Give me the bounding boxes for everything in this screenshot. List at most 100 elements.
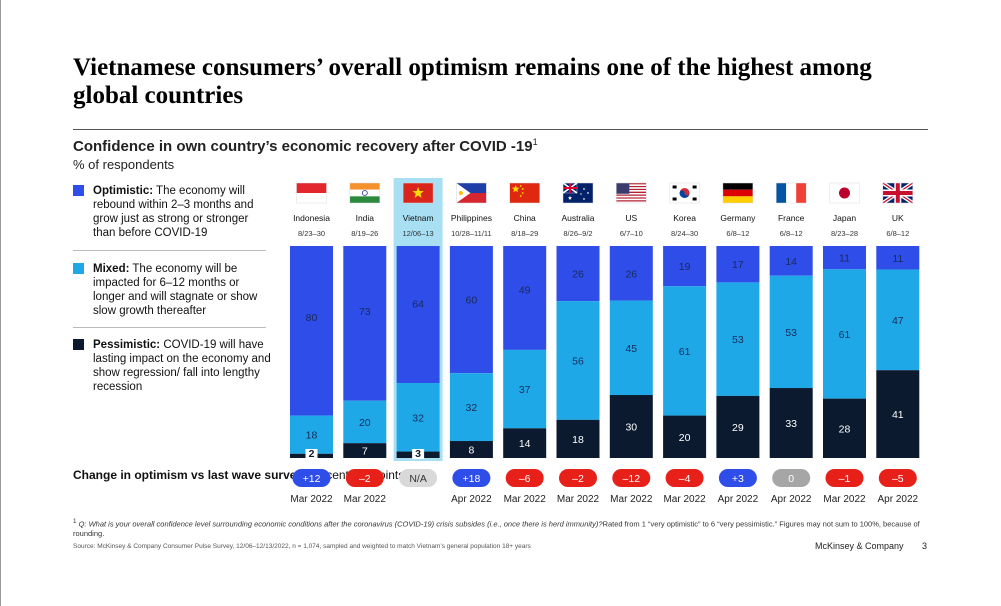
value-label-optimistic-vietnam: 64 <box>412 299 424 311</box>
bar-pessimistic-us <box>609 395 653 458</box>
date-label-us: 6/7–10 <box>620 229 643 238</box>
flag-part <box>722 189 753 197</box>
value-label-mixed-indonesia: 18 <box>306 430 318 442</box>
bar-mixed-australia <box>556 301 600 420</box>
flag-korea-icon <box>669 182 700 204</box>
change-value-us: –12 <box>623 473 641 485</box>
flag-border <box>349 182 381 204</box>
legend-optimistic: Optimistic: The economy will rebound wit… <box>73 184 273 240</box>
legend-swatch-mixed <box>73 263 84 274</box>
last-wave-label-us: Mar 2022 <box>610 494 653 505</box>
value-label-pessimistic-philippines: 8 <box>468 445 474 457</box>
flag-australia-icon <box>562 182 594 204</box>
country-label-australia: Australia <box>561 213 594 223</box>
change-value-india: –2 <box>359 473 371 485</box>
country-label-us: US <box>625 213 637 223</box>
legend-text-mixed: Mixed: The economy will be impacted for … <box>93 262 273 318</box>
date-label-korea: 8/24–30 <box>671 229 698 238</box>
flag-part <box>458 191 463 195</box>
value-label-pessimistic-japan: 28 <box>839 423 851 435</box>
footnote-notes: Rated from 1 “very optimistic” to 6 “ver… <box>73 519 920 538</box>
value-label-mixed-philippines: 32 <box>466 402 478 414</box>
last-wave-label-india: Mar 2022 <box>344 494 387 505</box>
date-label-china: 8/18–29 <box>511 229 538 238</box>
bar-optimistic-us <box>609 246 653 301</box>
flag-part <box>519 185 522 187</box>
legend-pessimistic: Pessimistic: COVID-19 will have lasting … <box>73 338 273 394</box>
value-label-mixed-france: 53 <box>785 327 797 339</box>
bar-mixed-france <box>769 275 813 389</box>
bar-optimistic-korea <box>663 246 707 287</box>
value-label-mixed-india: 20 <box>359 417 371 429</box>
bar-mixed-uk <box>876 269 920 371</box>
flag-border <box>402 182 434 204</box>
legend-divider <box>73 250 266 251</box>
value-label-pessimistic-germany: 29 <box>732 422 744 434</box>
flag-border <box>722 182 754 204</box>
bar-optimistic-australia <box>556 246 600 302</box>
value-label-pessimistic-france: 33 <box>785 418 797 430</box>
date-label-australia: 8/26–9/2 <box>563 229 592 238</box>
flag-part <box>616 197 647 199</box>
flag-part <box>412 187 424 198</box>
source-note: Source: McKinsey & Company Consumer Puls… <box>73 543 531 550</box>
flag-part <box>511 185 520 193</box>
country-label-uk: UK <box>892 213 904 223</box>
flag-vietnam-icon <box>402 182 434 204</box>
change-badge-uk <box>878 469 917 487</box>
change-badge-france <box>772 469 811 487</box>
flag-part <box>672 197 677 201</box>
change-badge-philippines <box>452 469 491 487</box>
change-label-bold: Change in optimism vs last wave survey, <box>73 468 306 482</box>
flag-part <box>616 183 630 194</box>
last-wave-label-japan: Mar 2022 <box>823 494 866 505</box>
value-label-optimistic-us: 26 <box>625 268 637 280</box>
bar-mixed-us <box>609 300 653 396</box>
flag-part <box>509 183 540 203</box>
bar-pessimistic-philippines <box>449 441 493 458</box>
legend-desc-optimistic: The economy will rebound within 2–3 mont… <box>93 185 254 239</box>
change-badge-indonesia <box>292 469 331 487</box>
bar-pessimistic-germany <box>716 395 760 458</box>
value-label-pessimistic-uk: 41 <box>892 409 904 421</box>
flag-china-icon <box>509 182 540 204</box>
change-value-uk: –5 <box>892 473 904 485</box>
page-title: Vietnamese consumers’ overall optimism r… <box>73 54 872 109</box>
legend-desc-pessimistic: COVID-19 will have lasting impact on the… <box>93 339 271 393</box>
subtitle-footnote-marker: 1 <box>532 137 538 147</box>
bar-optimistic-india <box>343 246 387 401</box>
value-label-mixed-australia: 56 <box>572 355 584 367</box>
flag-part <box>456 183 487 193</box>
legend-mixed: Mixed: The economy will be impacted for … <box>73 262 273 318</box>
value-label-bg-indonesia <box>305 449 318 459</box>
bar-pessimistic-australia <box>556 419 600 458</box>
bar-mixed-philippines <box>449 373 493 442</box>
value-label-mixed-china: 37 <box>519 384 531 396</box>
bar-optimistic-germany <box>716 246 760 283</box>
flag-part <box>519 195 522 197</box>
last-wave-label-australia: Mar 2022 <box>557 494 600 505</box>
value-label-bg-vietnam <box>412 449 425 459</box>
bar-pessimistic-korea <box>663 415 707 458</box>
bar-mixed-china <box>503 349 547 429</box>
flag-border <box>775 182 807 204</box>
flag-part <box>616 195 647 198</box>
bar-pessimistic-uk <box>876 370 920 458</box>
bar-optimistic-vietnam <box>396 246 440 384</box>
value-label-mixed-us: 45 <box>625 343 637 355</box>
country-label-france: France <box>778 213 805 223</box>
flag-part <box>616 200 647 202</box>
last-wave-label-korea: Mar 2022 <box>663 494 706 505</box>
bar-optimistic-france <box>769 246 813 276</box>
chart-subtitle-text: Confidence in own country’s economic rec… <box>73 138 533 155</box>
flag-part <box>579 192 583 195</box>
frame-border <box>0 0 1 606</box>
change-badge-germany <box>718 469 757 487</box>
flag-border <box>296 182 327 204</box>
legend-name-optimistic: Optimistic: <box>93 185 154 197</box>
value-label-optimistic-japan: 11 <box>839 253 850 265</box>
bar-optimistic-philippines <box>449 246 493 374</box>
value-label-mixed-vietnam: 32 <box>412 412 424 424</box>
flag-part <box>521 188 524 190</box>
change-badge-india <box>345 469 384 487</box>
